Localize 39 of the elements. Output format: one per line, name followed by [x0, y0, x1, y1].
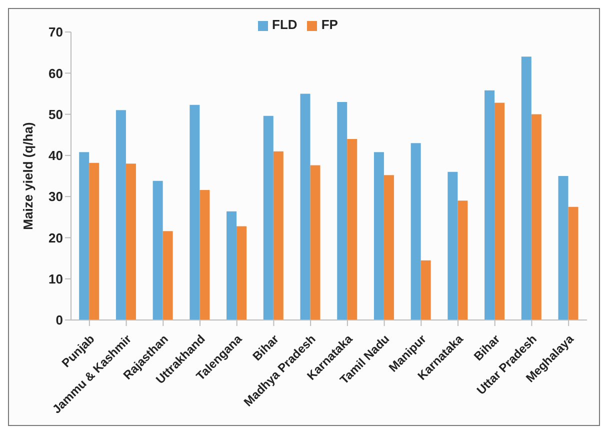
- bar: [79, 152, 90, 320]
- bar: [484, 90, 495, 320]
- bar: [347, 138, 358, 320]
- y-tick-label: 20: [48, 230, 63, 246]
- legend-label: FP: [321, 17, 338, 32]
- bar: [89, 162, 100, 320]
- y-tick-label: 0: [56, 312, 63, 328]
- y-tick-label: 60: [48, 66, 63, 81]
- y-tick-label: 30: [48, 189, 63, 204]
- bar: [126, 164, 136, 320]
- y-axis-title: Maize yield (q/ha): [20, 122, 36, 230]
- y-tick-label: 40: [48, 148, 63, 164]
- bar: [384, 175, 394, 320]
- legend-label: FLD: [272, 17, 298, 32]
- y-tick-label: 70: [48, 24, 63, 40]
- bar: [558, 176, 568, 320]
- bar: [273, 151, 284, 320]
- y-tick-label: 50: [48, 106, 63, 122]
- bar: [152, 180, 163, 320]
- bar: [410, 143, 421, 320]
- bar: [226, 211, 237, 320]
- bar: [162, 231, 173, 320]
- bar: [116, 110, 126, 320]
- bar: [494, 102, 505, 320]
- y-tick-label: 10: [48, 271, 63, 286]
- bar: [531, 114, 542, 320]
- bar: [300, 94, 310, 320]
- bar: [263, 116, 274, 320]
- bar: [458, 200, 468, 320]
- bar: [521, 56, 532, 320]
- bar: [448, 172, 458, 320]
- bar: [420, 260, 431, 320]
- bar: [568, 206, 578, 320]
- bar: [236, 226, 247, 320]
- bar: [200, 190, 210, 320]
- bar: [190, 104, 200, 320]
- bar: [337, 102, 348, 320]
- bar: [374, 152, 384, 320]
- bar: [310, 165, 320, 320]
